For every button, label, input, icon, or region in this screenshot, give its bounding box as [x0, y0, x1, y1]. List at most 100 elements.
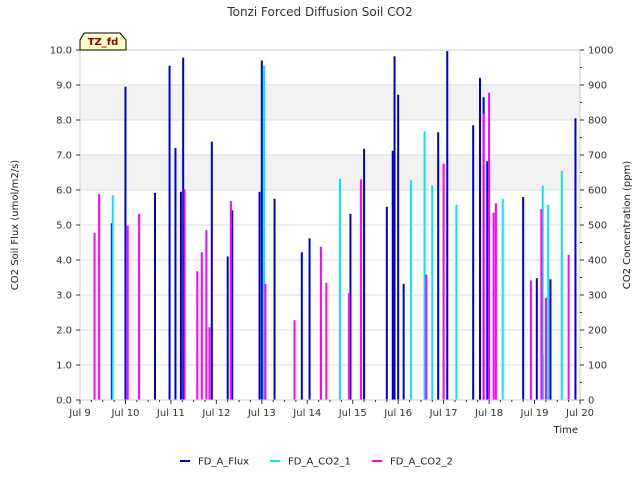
y-right-tick-label: 200: [588, 326, 607, 337]
bar-FD_A_CO2_2: [319, 246, 322, 400]
x-tick-label: Jul 16: [383, 408, 412, 419]
series-FD_A_CO2_2: [93, 92, 570, 400]
chart-title: Tonzi Forced Diffusion Soil CO2: [226, 5, 412, 19]
bar-FD_A_Flux: [260, 60, 263, 400]
y-left-tick-label: 6.0: [56, 186, 72, 197]
bar-FD_A_CO2_2: [442, 163, 445, 400]
y-right-tick-label: 0: [588, 396, 594, 407]
bar-FD_A_CO2_2: [325, 282, 328, 400]
bar-FD_A_Flux: [535, 278, 538, 400]
x-tick-label: Jul 18: [474, 408, 503, 419]
site-tag-label: TZ_fd: [88, 37, 119, 48]
bar-FD_A_Flux: [308, 238, 311, 400]
y-axis-left: 0.0 1.0 2.0 3.0 4.0 5.0 6.0 7.0 8.0 9.0 10.0: [50, 46, 80, 407]
bar-FD_A_Flux: [472, 125, 475, 400]
x-tick-label: Jul 17: [429, 408, 458, 419]
bar-FD_A_CO2_2: [492, 212, 495, 400]
bar-FD_A_CO2_2: [540, 209, 543, 400]
bar-FD_A_Flux: [446, 51, 449, 401]
bar-FD_A_CO2_1: [339, 178, 341, 400]
x-tick-label: Jul 11: [156, 408, 185, 419]
bar-FD_A_Flux: [391, 150, 394, 400]
bar-FD_A_Flux: [226, 256, 229, 400]
plot-area: [79, 49, 581, 401]
bar-FD_A_Flux: [486, 161, 489, 400]
series-FD_A_CO2_1: [111, 65, 563, 400]
bar-FD_A_CO2_1: [541, 185, 544, 400]
bar-FD_A_Flux: [210, 141, 213, 400]
site-tag-box: [79, 32, 127, 51]
y-right-tick-label: 300: [588, 291, 607, 302]
bar-FD_A_CO2_1: [455, 204, 458, 400]
legend-label: FD_A_Flux: [198, 457, 249, 468]
site-tag: TZ_fd: [79, 32, 127, 51]
bar-FD_A_Flux: [124, 86, 127, 400]
y-left-tick-label: 10.0: [50, 46, 72, 57]
y-left-tick-label: 5.0: [56, 221, 72, 232]
plot-bands: [80, 85, 580, 190]
bar-FD_A_CO2_2: [98, 194, 101, 400]
y-right-tick-label: 600: [588, 186, 607, 197]
legend-label: FD_A_CO2_1: [288, 457, 351, 468]
series-bars: [93, 51, 577, 401]
bar-FD_A_Flux: [574, 118, 577, 400]
bar-FD_A_CO2_2: [359, 179, 362, 400]
bar-FD_A_Flux: [479, 78, 481, 400]
bar-FD_A_CO2_2: [138, 213, 141, 400]
bar-FD_A_Flux: [549, 279, 552, 400]
y-left-tick-label: 8.0: [56, 116, 72, 127]
bar-FD_A_CO2_2: [229, 201, 232, 400]
bar-FD_A_Flux: [273, 198, 276, 400]
y-left-tick-label: 4.0: [56, 256, 72, 267]
y-axis-right-title: CO2 Concentration (ppm): [622, 161, 633, 290]
legend: FD_A_Flux FD_A_CO2_1 FD_A_CO2_2: [180, 457, 453, 468]
bar-FD_A_Flux: [154, 192, 156, 400]
y-right-tick-label: 800: [588, 116, 607, 127]
bar-FD_A_Flux: [522, 197, 525, 400]
x-tick-label: Jul 10: [110, 408, 139, 419]
legend-label: FD_A_CO2_2: [390, 457, 453, 468]
bar-FD_A_Flux: [402, 283, 405, 400]
y-right-tick-label: 500: [588, 221, 607, 232]
bar-FD_A_Flux: [174, 148, 177, 400]
y-right-tick-label: 700: [588, 151, 607, 162]
x-tick-label: Jul 14: [292, 408, 321, 419]
x-tick-label: Jul 20: [565, 408, 594, 419]
bar-FD_A_Flux: [168, 65, 171, 400]
legend-item: FD_A_CO2_1: [270, 457, 351, 468]
bar-FD_A_Flux: [397, 94, 400, 401]
bar-FD_A_Flux: [393, 56, 396, 401]
bar-FD_A_CO2_2: [293, 320, 296, 400]
y-left-tick-label: 1.0: [56, 361, 72, 372]
y-axis-left-title: CO2 Soil Flux (umol/m2/s): [10, 160, 21, 290]
x-tick-label: Jul 9: [68, 408, 91, 419]
bar-FD_A_CO2_2: [529, 280, 532, 400]
y-left-tick-label: 0.0: [56, 396, 72, 407]
bar-FD_A_CO2_2: [348, 293, 351, 400]
bar-FD_A_CO2_1: [547, 204, 550, 400]
x-tick-label: Jul 15: [338, 408, 367, 419]
bar-FD_A_Flux: [231, 210, 234, 400]
bar-FD_A_CO2_1: [263, 65, 266, 400]
bar-FD_A_CO2_1: [431, 185, 434, 400]
y-right-tick-label: 900: [588, 81, 607, 92]
y-right-tick-label: 400: [588, 256, 607, 267]
bar-FD_A_Flux: [437, 132, 440, 400]
x-tick-label: Jul 13: [247, 408, 276, 419]
y-right-tick-label: 1000: [588, 46, 613, 57]
legend-item: FD_A_Flux: [180, 457, 249, 468]
y-axis-right: 0 100 200 300 400 500 600 700 800 900 1000: [580, 46, 613, 407]
bar-FD_A_CO2_2: [205, 230, 208, 400]
y-left-tick-label: 3.0: [56, 291, 72, 302]
bar-FD_A_Flux: [258, 191, 261, 400]
bar-FD_A_CO2_2: [200, 252, 203, 400]
bar-FD_A_CO2_1: [111, 195, 114, 400]
bar-FD_A_CO2_2: [126, 225, 129, 400]
plot-band: [80, 155, 580, 190]
bar-FD_A_CO2_2: [567, 254, 570, 400]
bar-FD_A_CO2_2: [482, 113, 485, 400]
bar-FD_A_CO2_1: [423, 131, 426, 400]
bar-FD_A_CO2_1: [560, 170, 563, 400]
x-tick-label: Jul 12: [201, 408, 230, 419]
bar-FD_A_CO2_2: [208, 327, 211, 400]
